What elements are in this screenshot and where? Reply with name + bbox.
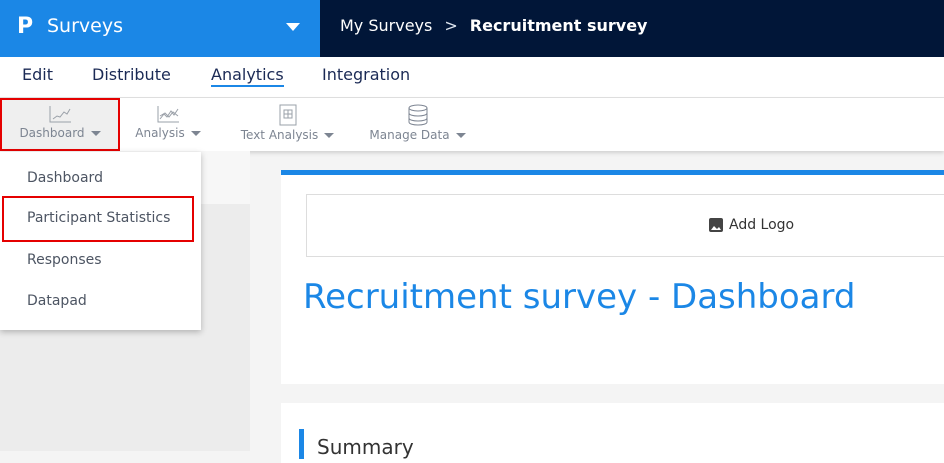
menu-item-datapad[interactable]: Datapad <box>27 293 87 309</box>
summary-accent <box>299 429 304 459</box>
menu-item-responses[interactable]: Responses <box>27 252 102 268</box>
multi-line-chart-icon <box>157 106 179 123</box>
caret-down-icon <box>455 133 466 138</box>
dashboard-tool[interactable]: Dashboard <box>0 98 120 151</box>
summary-heading: Summary <box>317 435 414 459</box>
tab-edit[interactable]: Edit <box>22 65 53 84</box>
manage-data-tool-label: Manage Data <box>369 128 450 142</box>
add-logo-button[interactable]: Add Logo <box>709 217 794 233</box>
tab-analytics[interactable]: Analytics <box>211 65 284 87</box>
caret-down-icon <box>190 131 201 136</box>
text-analysis-tool[interactable]: Text Analysis <box>235 98 340 151</box>
summary-card: Summary <box>281 403 944 463</box>
tab-distribute[interactable]: Distribute <box>92 65 171 84</box>
top-bar: P Surveys My Surveys > Recruitment surve… <box>0 0 944 57</box>
app-switcher[interactable]: P Surveys <box>0 0 320 57</box>
manage-data-tool[interactable]: Manage Data <box>365 98 470 151</box>
menu-item-participant-statistics[interactable]: Participant Statistics <box>2 196 194 242</box>
caret-down-icon <box>286 23 300 31</box>
dashboard-tool-label: Dashboard <box>19 126 85 140</box>
breadcrumb-current: Recruitment survey <box>469 16 648 35</box>
chevron-right-icon: > <box>444 16 458 35</box>
caret-down-icon <box>90 131 101 136</box>
text-analysis-icon <box>279 104 296 126</box>
app-name: Surveys <box>47 15 123 37</box>
text-analysis-tool-label: Text Analysis <box>240 128 319 142</box>
dashboard-dropdown-menu: Dashboard Participant Statistics Respons… <box>0 152 201 330</box>
add-logo-area[interactable]: Add Logo <box>306 194 944 257</box>
tab-integration[interactable]: Integration <box>322 65 411 84</box>
analytics-toolbar: Dashboard Analysis Text Analysis Manage … <box>0 98 944 151</box>
database-icon <box>408 104 427 126</box>
breadcrumb: My Surveys > Recruitment survey <box>340 16 647 35</box>
line-chart-icon <box>49 106 71 123</box>
main-tabs: Edit Distribute Analytics Integration <box>0 57 944 98</box>
image-icon <box>709 218 723 232</box>
page-title: Recruitment survey - Dashboard <box>303 277 856 317</box>
menu-item-dashboard[interactable]: Dashboard <box>27 170 103 186</box>
add-logo-label: Add Logo <box>729 217 795 233</box>
logo-icon: P <box>17 14 34 39</box>
dashboard-header-card: Add Logo Recruitment survey - Dashboard <box>281 170 944 384</box>
caret-down-icon <box>324 133 335 138</box>
breadcrumb-my-surveys[interactable]: My Surveys <box>340 16 433 35</box>
analysis-tool-label: Analysis <box>135 126 185 140</box>
analysis-tool[interactable]: Analysis <box>128 98 208 151</box>
